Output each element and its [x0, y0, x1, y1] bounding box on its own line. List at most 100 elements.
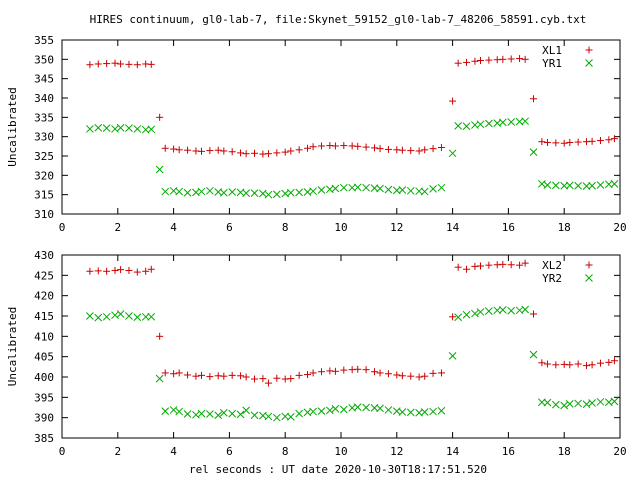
data-point — [507, 55, 515, 63]
data-point — [264, 150, 272, 158]
data-point — [362, 403, 370, 412]
data-point — [583, 362, 591, 370]
data-point — [86, 125, 94, 133]
x-tick-label: 20 — [613, 221, 626, 234]
data-point — [398, 408, 407, 416]
data-point — [184, 371, 192, 379]
data-point — [610, 179, 619, 188]
data-point — [588, 399, 596, 407]
data-point — [317, 142, 325, 150]
data-point — [117, 266, 125, 274]
data-point — [596, 137, 604, 145]
data-point — [102, 312, 111, 321]
data-point — [354, 142, 362, 150]
data-point — [214, 411, 223, 420]
data-point — [499, 55, 507, 63]
legend-marker — [585, 261, 593, 269]
data-point — [220, 372, 228, 380]
data-point — [449, 97, 457, 105]
data-point — [610, 357, 618, 365]
data-point — [406, 408, 415, 417]
data-point — [183, 410, 192, 418]
data-point — [362, 366, 370, 374]
data-point — [471, 309, 479, 318]
x-tick-label: 2 — [114, 221, 121, 234]
y-tick-label: 415 — [34, 310, 54, 323]
data-point — [86, 267, 94, 275]
data-point — [340, 366, 348, 374]
y-tick-label: 350 — [34, 53, 54, 66]
data-point — [354, 365, 362, 373]
data-point — [476, 120, 485, 129]
data-point — [175, 146, 183, 154]
data-point — [242, 150, 250, 158]
data-point — [125, 124, 133, 133]
data-point — [273, 149, 281, 157]
data-point — [220, 147, 228, 155]
data-point — [437, 369, 445, 377]
data-point — [86, 61, 94, 69]
data-point — [111, 59, 119, 67]
x-tick-label: 14 — [446, 221, 460, 234]
data-point — [610, 135, 618, 143]
x-tick-label: 12 — [390, 221, 403, 234]
y-tick-label: 410 — [34, 330, 54, 343]
data-point — [574, 181, 583, 190]
y-tick-label: 340 — [34, 92, 54, 105]
x-tick-label: 2 — [114, 445, 121, 458]
data-point — [485, 56, 493, 64]
data-point — [125, 60, 133, 68]
data-point — [448, 351, 457, 360]
data-point — [116, 123, 125, 132]
data-point — [94, 123, 103, 132]
x-tick-label: 16 — [502, 445, 515, 458]
data-point — [102, 124, 111, 133]
legend-label: YR1 — [542, 57, 562, 70]
data-point — [242, 373, 250, 381]
data-point — [362, 143, 370, 151]
data-point — [250, 189, 259, 197]
data-point — [94, 267, 102, 275]
data-point — [214, 146, 222, 154]
data-point — [273, 374, 281, 382]
data-point — [133, 125, 142, 133]
panel-top: 310 315 320 325 330 335 340 345 350 355 0 2 4 6 8 10 12 1… — [6, 34, 627, 234]
data-point — [259, 375, 267, 383]
data-point — [281, 148, 289, 156]
data-point — [242, 406, 250, 415]
data-point — [197, 409, 206, 418]
data-point — [272, 190, 281, 199]
y-tick-label: 345 — [34, 73, 54, 86]
legend-label: XL2 — [542, 259, 562, 272]
data-point — [147, 312, 156, 321]
data-point — [566, 138, 574, 146]
data-point — [340, 142, 348, 150]
data-point — [175, 369, 183, 377]
data-point — [421, 146, 429, 154]
data-point — [111, 266, 119, 274]
data-point — [86, 312, 94, 320]
data-point — [448, 149, 457, 158]
data-point — [309, 369, 317, 377]
data-point — [415, 147, 423, 155]
data-point — [125, 266, 133, 274]
data-point — [250, 411, 259, 420]
data-point — [498, 118, 507, 127]
data-point — [184, 146, 192, 154]
data-point — [538, 359, 546, 367]
data-point — [521, 305, 529, 314]
data-point — [133, 61, 141, 69]
data-point — [116, 310, 125, 318]
y-tick-label: 335 — [34, 111, 54, 124]
chart-title: HIRES continuum, gl0-lab-7, file:Skynet_… — [90, 13, 587, 26]
data-point — [362, 183, 370, 192]
data-point — [175, 187, 184, 196]
data-point — [384, 406, 393, 414]
data-point — [161, 187, 170, 196]
data-point — [198, 371, 205, 379]
data-point — [588, 181, 596, 190]
data-point — [147, 125, 156, 134]
data-point — [407, 372, 415, 380]
data-point — [499, 260, 507, 268]
x-tick-label: 0 — [59, 221, 66, 234]
